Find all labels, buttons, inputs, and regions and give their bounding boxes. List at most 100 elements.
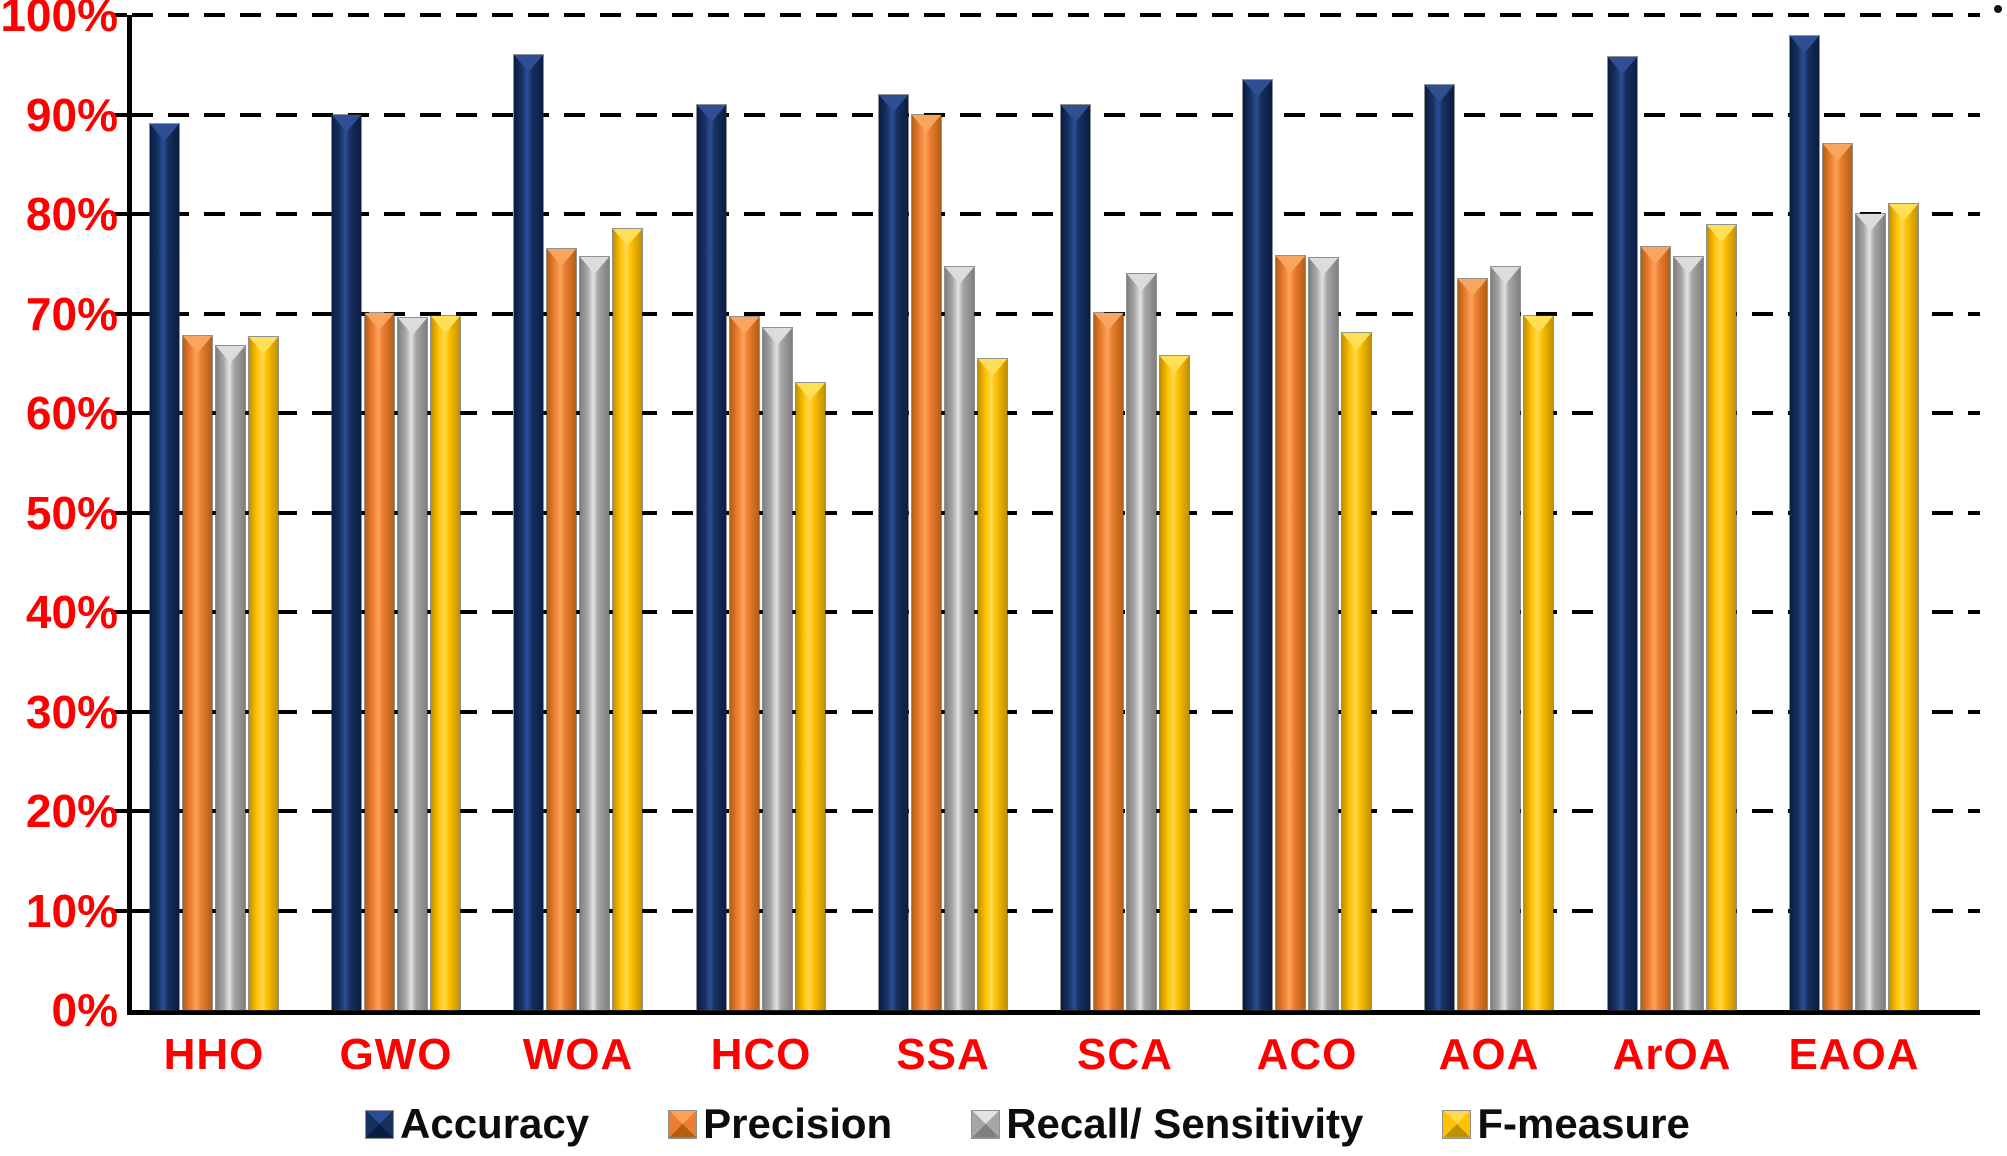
bar-top-bevel [763, 328, 792, 345]
y-tick-mark [111, 212, 127, 216]
legend-label: Precision [703, 1100, 893, 1147]
bar-top-bevel [1790, 36, 1819, 53]
bar-top-bevel [1127, 274, 1156, 291]
bar-recall-sensitivity-GWO [398, 318, 427, 1010]
bar-top-bevel [1276, 256, 1305, 273]
bar-top-bevel [431, 316, 460, 333]
y-axis-label: 50% [25, 486, 118, 539]
bar-top-bevel [796, 383, 825, 400]
y-axis-label: 40% [25, 586, 118, 638]
bar-top-bevel [1425, 85, 1454, 102]
y-axis-label: 10% [25, 884, 118, 937]
bar-top-bevel [879, 95, 908, 112]
bar-top-bevel [398, 318, 427, 335]
bar-accuracy-AOA [1425, 85, 1454, 1010]
bar-top-bevel [945, 267, 974, 284]
bar-top-bevel [1342, 333, 1371, 350]
bar-recall-sensitivity-HHO [216, 346, 245, 1010]
bar-group-WOA [514, 55, 642, 1010]
bar-top-bevel [1491, 267, 1520, 284]
bar-top-bevel [1608, 57, 1637, 74]
y-tick-mark [111, 510, 127, 515]
bar-top-bevel [1856, 214, 1885, 231]
bar-group-ACO [1243, 80, 1371, 1010]
gridline-60 [132, 411, 1980, 415]
bar-recall-sensitivity-EAOA [1856, 214, 1885, 1010]
corner-artifact-dot [1994, 5, 2002, 13]
bar-top-bevel [1707, 225, 1736, 242]
bar-group-ArOA [1608, 57, 1736, 1010]
gridline-90 [132, 112, 1980, 117]
bar-accuracy-WOA [514, 55, 543, 1010]
bar-precision-WOA [547, 249, 576, 1010]
bar-precision-EAOA [1823, 144, 1852, 1010]
bar-f-measure-SSA [978, 359, 1007, 1010]
bar-top-bevel [613, 229, 642, 246]
bar-top-bevel [1823, 144, 1852, 161]
bar-top-bevel [978, 359, 1007, 376]
y-axis-label: 80% [25, 188, 118, 240]
bar-top-bevel [365, 313, 394, 330]
x-axis-label-EAOA: EAOA [1788, 1030, 1920, 1079]
bar-f-measure-HCO [796, 383, 825, 1010]
bar-top-bevel [1889, 204, 1918, 221]
bar-top-bevel [1061, 105, 1090, 122]
bar-f-measure-EAOA [1889, 204, 1918, 1010]
bar-recall-sensitivity-WOA [580, 257, 609, 1010]
bar-accuracy-SCA [1061, 105, 1090, 1010]
x-axis-label-ArOA: ArOA [1612, 1030, 1732, 1079]
y-tick-mark [111, 908, 127, 913]
bar-top-bevel [514, 55, 543, 72]
legend-label: F-measure [1477, 1100, 1690, 1147]
legend-swatch-icon [366, 1110, 393, 1138]
bar-recall-sensitivity-ACO [1309, 258, 1338, 1010]
bar-precision-SSA [912, 115, 941, 1010]
bar-recall-sensitivity-ArOA [1674, 257, 1703, 1010]
y-tick-mark [111, 709, 127, 714]
gridline-10 [132, 908, 1980, 913]
bar-top-bevel [1094, 313, 1123, 330]
x-axis-label-HHO: HHO [163, 1030, 265, 1079]
bar-top-bevel [547, 249, 576, 266]
bar-top-bevel [183, 336, 212, 353]
bar-top-bevel [1524, 316, 1553, 333]
gridline-80 [132, 212, 1980, 216]
bar-precision-AOA [1458, 279, 1487, 1010]
legend-swatch-icon [669, 1110, 697, 1138]
bar-f-measure-GWO [431, 316, 460, 1010]
bar-group-GWO [332, 115, 460, 1010]
bar-group-SSA [879, 95, 1007, 1010]
bar-top-bevel [580, 257, 609, 274]
bar-accuracy-HCO [697, 105, 726, 1010]
gridline-20 [132, 809, 1980, 813]
y-tick-mark [111, 13, 127, 17]
y-axis-label: 70% [25, 287, 118, 340]
y-tick-mark [111, 311, 127, 316]
bar-f-measure-HHO [249, 337, 278, 1010]
x-axis-label-ACO: ACO [1256, 1030, 1358, 1079]
y-axis-label: 60% [25, 387, 118, 439]
bar-top-bevel [730, 317, 759, 334]
x-axis-label-AOA: AOA [1438, 1030, 1540, 1079]
bar-top-bevel [332, 115, 361, 132]
x-axis-label-SCA: SCA [1077, 1030, 1173, 1079]
legend-swatch-icon [1443, 1110, 1471, 1138]
bar-accuracy-SSA [879, 95, 908, 1010]
bar-group-SCA [1061, 105, 1189, 1010]
y-tick-mark [111, 809, 127, 813]
bar-top-bevel [1458, 279, 1487, 296]
bar-f-measure-SCA [1160, 356, 1189, 1010]
bar-precision-HCO [730, 317, 759, 1010]
legend-item-recall-sensitivity: Recall/ Sensitivity [972, 1100, 1363, 1148]
gridline-40 [132, 610, 1980, 614]
bar-recall-sensitivity-HCO [763, 328, 792, 1010]
bar-top-bevel [1309, 258, 1338, 275]
legend-item-f-measure: F-measure [1443, 1100, 1690, 1148]
y-axis-label: 100% [0, 0, 118, 41]
bar-group-HCO [697, 105, 825, 1010]
legend-label: Accuracy [400, 1100, 590, 1147]
legend: Accuracy Precision Recall/ Sensitivity F-me… [366, 1100, 1690, 1148]
bar-accuracy-EAOA [1790, 36, 1819, 1010]
bar-recall-sensitivity-AOA [1491, 267, 1520, 1010]
